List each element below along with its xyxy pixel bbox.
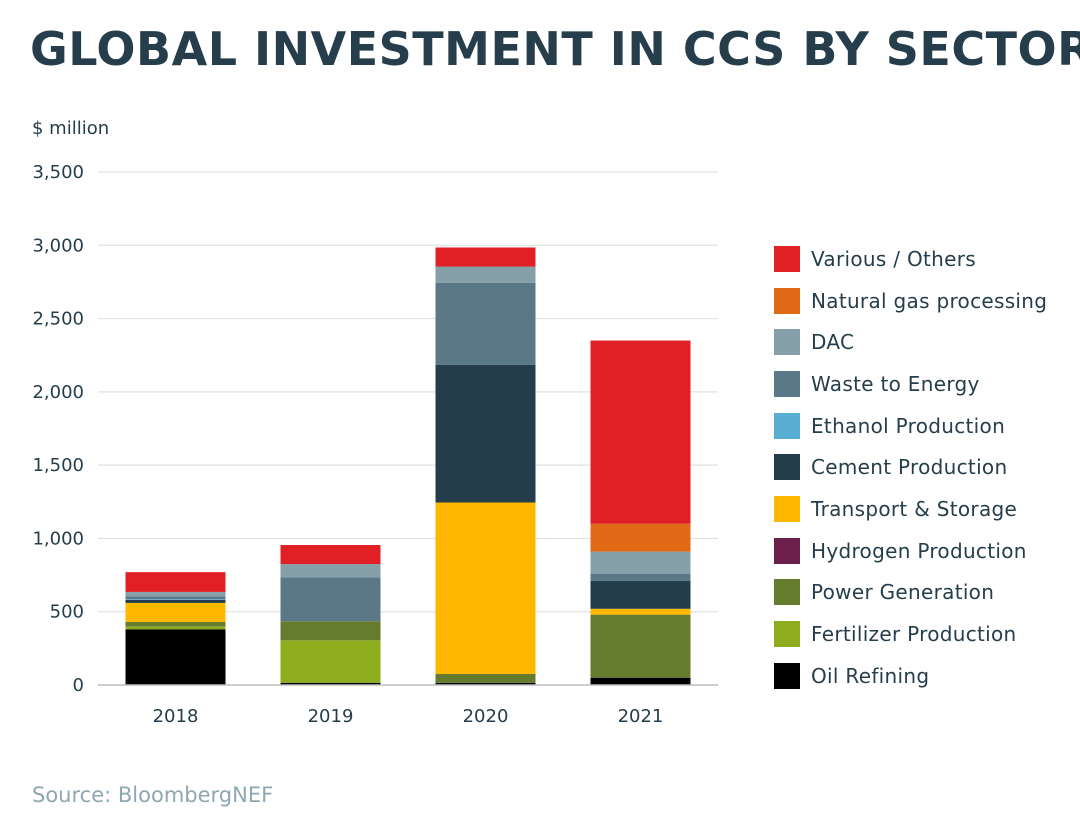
legend-swatch bbox=[774, 329, 800, 356]
bar-segment-dac-2019 bbox=[280, 564, 381, 578]
bar-segment-fertilizer-production-2019 bbox=[280, 640, 381, 683]
bar-segment-waste-to-energy-2021 bbox=[590, 573, 691, 581]
bar-segment-fertilizer-production-2018 bbox=[125, 626, 226, 630]
bar-segment-transport-storage-2018 bbox=[125, 602, 226, 622]
bar-segment-oil-refining-2018 bbox=[125, 629, 226, 685]
y-tick-label: 500 bbox=[50, 602, 84, 623]
legend-swatch bbox=[774, 537, 800, 564]
bar-segment-power-generation-2018 bbox=[125, 621, 226, 627]
bar-segment-waste-to-energy-2020 bbox=[435, 282, 536, 365]
legend-item: DAC bbox=[774, 321, 1047, 363]
legend-label: Hydrogen Production bbox=[811, 538, 1027, 563]
legend-item: Hydrogen Production bbox=[774, 530, 1047, 572]
legend-swatch bbox=[774, 662, 800, 689]
legend-label: Oil Refining bbox=[811, 663, 930, 688]
bar-segment-oil-refining-2021 bbox=[590, 677, 691, 685]
legend-label: Fertilizer Production bbox=[811, 622, 1017, 647]
legend-item: Various / Others bbox=[774, 238, 1047, 280]
legend-label: Waste to Energy bbox=[811, 371, 980, 396]
bar-segment-oil-refining-2019 bbox=[280, 682, 381, 685]
bar-segment-cement-production-2020 bbox=[435, 364, 536, 503]
bar-segment-various-others-2018 bbox=[125, 572, 226, 592]
legend-swatch bbox=[774, 495, 800, 522]
x-tick-label: 2021 bbox=[618, 706, 664, 727]
legend-item: Natural gas processing bbox=[774, 280, 1047, 322]
legend: Various / Others Natural gas processing DA… bbox=[774, 238, 1047, 697]
legend-label: Power Generation bbox=[811, 580, 995, 605]
legend-label: Cement Production bbox=[811, 455, 1008, 480]
bar-segment-various-others-2021 bbox=[590, 340, 691, 524]
legend-swatch bbox=[774, 454, 800, 481]
legend-item: Oil Refining bbox=[774, 655, 1047, 697]
x-tick-label: 2020 bbox=[463, 706, 509, 727]
y-axis-unit-label: $ million bbox=[32, 118, 110, 139]
bar-segment-waste-to-energy-2019 bbox=[280, 577, 381, 622]
legend-label: Various / Others bbox=[811, 246, 976, 271]
legend-item: Power Generation bbox=[774, 572, 1047, 614]
bar-segment-transport-storage-2020 bbox=[435, 502, 536, 675]
y-tick-label: 1,500 bbox=[32, 455, 84, 476]
legend-swatch bbox=[774, 412, 800, 439]
legend-item: Ethanol Production bbox=[774, 405, 1047, 447]
bar-segment-power-generation-2020 bbox=[435, 674, 536, 683]
y-tick-label: 0 bbox=[73, 675, 84, 696]
bar-segment-cement-production-2021 bbox=[590, 580, 691, 609]
bar-segment-cement-production-2018 bbox=[125, 599, 226, 603]
bar-segment-waste-to-energy-2018 bbox=[125, 596, 226, 600]
bar-segment-dac-2020 bbox=[435, 266, 536, 283]
bars bbox=[125, 247, 691, 685]
bar-segment-transport-storage-2021 bbox=[590, 608, 691, 615]
bar-segment-power-generation-2019 bbox=[280, 621, 381, 641]
bar-segment-dac-2018 bbox=[125, 591, 226, 597]
legend-item: Cement Production bbox=[774, 446, 1047, 488]
legend-label: Natural gas processing bbox=[811, 288, 1048, 313]
y-tick-label: 1,000 bbox=[32, 528, 84, 549]
bar-segment-ethanol-production-2018 bbox=[125, 599, 226, 600]
chart-title: GLOBAL INVESTMENT IN CCS BY SECTOR bbox=[30, 22, 1080, 76]
legend-swatch bbox=[774, 579, 800, 606]
bar-segment-various-others-2019 bbox=[280, 545, 381, 565]
bar-segment-dac-2021 bbox=[590, 551, 691, 574]
y-tick-label: 2,500 bbox=[32, 309, 84, 330]
y-tick-label: 2,000 bbox=[32, 382, 84, 403]
y-tick-label: 3,500 bbox=[32, 162, 84, 183]
legend-label: Ethanol Production bbox=[811, 413, 1006, 438]
legend-swatch bbox=[774, 287, 800, 314]
legend-item: Transport & Storage bbox=[774, 488, 1047, 530]
legend-item: Waste to Energy bbox=[774, 363, 1047, 405]
bar-segment-power-generation-2021 bbox=[590, 614, 691, 678]
legend-item: Fertilizer Production bbox=[774, 613, 1047, 655]
source-note: Source: BloombergNEF bbox=[32, 783, 274, 807]
legend-swatch bbox=[774, 370, 800, 397]
legend-label: Transport & Storage bbox=[811, 496, 1018, 521]
legend-swatch bbox=[774, 245, 800, 272]
x-tick-label: 2018 bbox=[153, 706, 199, 727]
axes: 0 500 1,000 1,500 2,000 2,500 3,000 3,500 2018 20… bbox=[32, 162, 718, 727]
legend-label: DAC bbox=[811, 330, 855, 355]
bar-segment-natural-gas-processing-2021 bbox=[590, 523, 691, 552]
bar-segment-various-others-2020 bbox=[435, 247, 536, 267]
bar-segment-oil-refining-2020 bbox=[435, 682, 536, 685]
x-tick-label: 2019 bbox=[308, 706, 354, 727]
y-tick-label: 3,000 bbox=[32, 235, 84, 256]
legend-swatch bbox=[774, 621, 800, 648]
